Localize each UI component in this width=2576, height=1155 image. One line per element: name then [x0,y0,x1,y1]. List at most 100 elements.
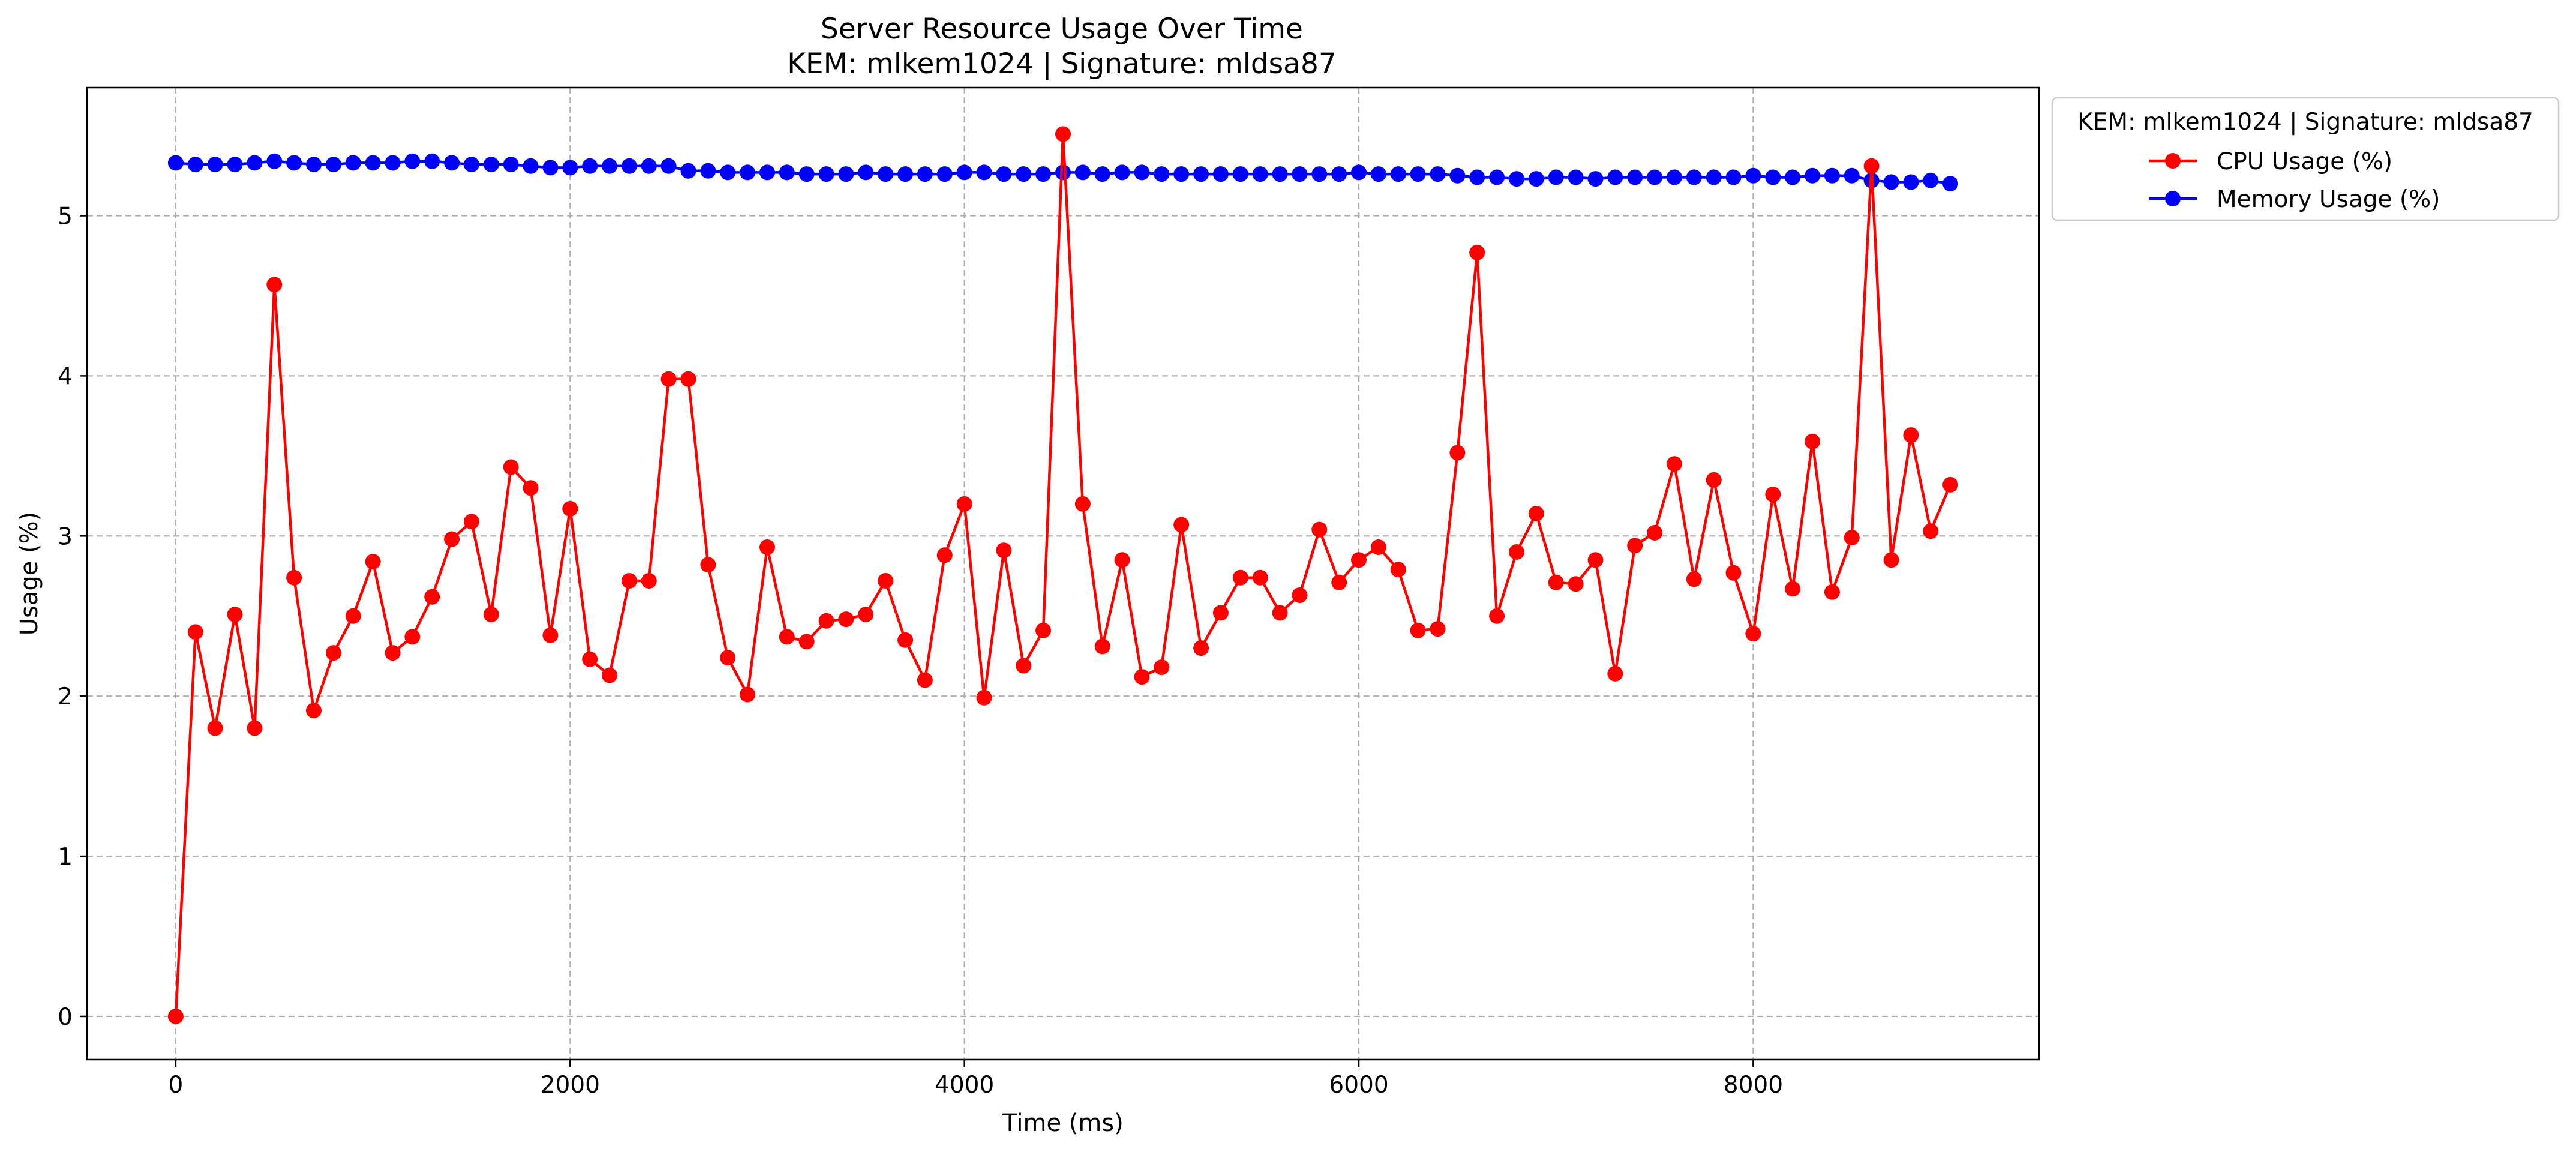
memory-point [1094,166,1110,182]
cpu-point [1903,427,1919,443]
memory-point [720,164,736,181]
cpu-point [286,569,302,586]
cpu-point [1430,621,1446,637]
memory-point [1568,169,1584,185]
cpu-point [523,480,539,496]
memory-point [680,163,696,179]
memory-point [660,158,677,174]
cpu-point [187,624,203,640]
cpu-point [1942,476,1959,493]
cpu-point [444,531,460,547]
plot-area-frame [86,86,2040,1061]
cpu-point [345,608,361,624]
memory-point [167,155,184,171]
x-tick-label: 0 [168,1072,183,1099]
cpu-point [740,686,756,703]
cpu-point [1509,544,1524,560]
cpu-point [385,645,401,661]
cpu-point [1883,552,1899,568]
memory-point [1055,164,1071,181]
x-tick-label: 6000 [1329,1072,1388,1099]
cpu-point [1390,562,1406,578]
cpu-point [1016,658,1032,674]
cpu-point [1094,638,1110,655]
y-tick-label: 0 [58,1004,73,1031]
legend-box [2051,97,2560,221]
memory-point [1272,166,1288,182]
legend-cpu-label: CPU Usage (%) [2217,148,2392,175]
legend: KEM: mlkem1024 | Signature: mldsa87 CPU … [2051,97,2560,221]
memory-point [404,153,421,169]
memory-point [996,166,1012,182]
y-axis-label: Usage (%) [16,512,43,636]
cpu-point [207,720,223,736]
memory-point [818,166,834,182]
memory-point [700,163,716,179]
memory-point [345,155,361,171]
cpu-point [641,573,657,589]
legend-cpu-marker [2165,153,2181,169]
cpu-point [503,459,519,475]
memory-point [463,157,479,173]
memory-point [1331,166,1347,182]
cpu-point [660,371,677,387]
chart-title: Server Resource Usage Over Time [821,13,1303,46]
cpu-point [1489,608,1505,624]
memory-point [976,164,992,181]
memory-point [1074,164,1091,181]
y-tick-label: 2 [58,683,73,710]
cpu-point [227,607,243,623]
cpu-point [582,651,598,667]
cpu-point [1824,584,1840,600]
cpu-point [1647,524,1663,541]
cpu-point [1351,552,1367,568]
memory-point [1548,169,1564,185]
memory-point [503,157,519,173]
cpu-point [1410,622,1426,638]
cpu-point [621,573,637,589]
chart-subtitle: KEM: mlkem1024 | Signature: mldsa87 [787,47,1337,80]
memory-point [759,164,775,181]
memory-point [266,153,283,169]
cpu-point [976,689,992,706]
cpu-point [700,557,716,573]
memory-point [306,157,322,173]
cpu-point [1292,587,1308,603]
memory-point [897,166,914,182]
memory-point [1805,167,1820,184]
memory-point [385,155,401,171]
memory-point [740,164,756,181]
memory-point [878,166,894,182]
memory-point [1883,174,1899,190]
cpu-point [1311,521,1328,538]
cpu-point [838,611,854,628]
x-tick-label: 4000 [935,1072,994,1099]
memory-point [1785,169,1801,185]
cpu-point [1805,433,1820,449]
cpu-point [1863,158,1880,174]
cpu-point [306,703,322,719]
memory-point [1923,172,1939,188]
cpu-point [1035,622,1052,638]
memory-point [917,166,933,182]
memory-point [1607,169,1623,185]
cpu-point [779,629,795,645]
memory-point [582,158,598,174]
cpu-point [1686,571,1702,587]
cpu-point [1785,581,1801,597]
memory-point [1114,164,1130,181]
cpu-point [167,1008,184,1024]
cpu-point [1469,244,1485,260]
cpu-point [1173,517,1190,533]
memory-point [1311,166,1328,182]
cpu-point [562,500,578,517]
cpu-point [1134,669,1150,685]
cpu-point [1154,659,1170,676]
memory-point [1627,169,1643,185]
memory-point [1765,169,1781,185]
memory-point [1252,166,1268,182]
memory-point [1509,171,1524,187]
cpu-point [1765,486,1781,502]
memory-point [1173,166,1190,182]
